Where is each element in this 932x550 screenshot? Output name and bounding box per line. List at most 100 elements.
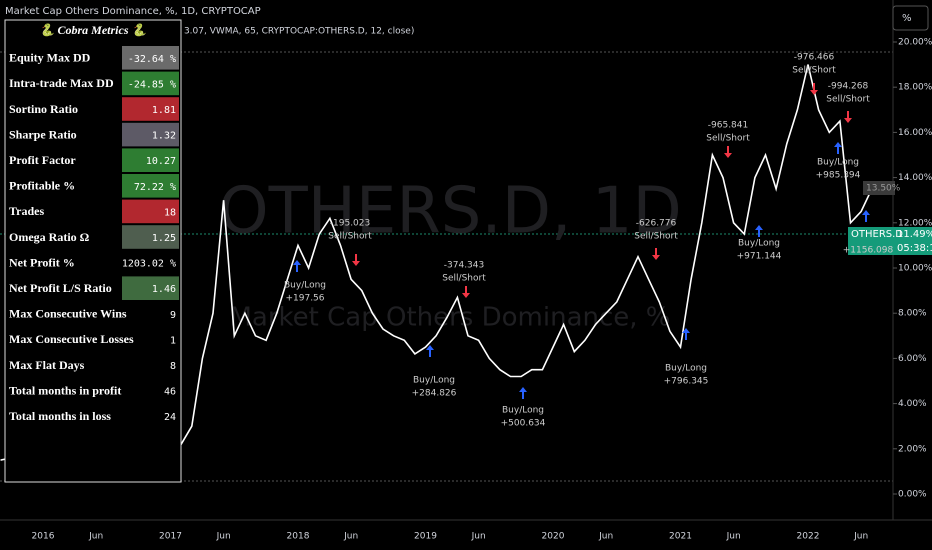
trade-label: Buy/Long — [738, 239, 780, 249]
y-tick-label: 18.00% — [898, 83, 932, 93]
trade-arrow — [426, 345, 434, 357]
trade-arrow — [834, 142, 842, 154]
trade-label: Buy/Long — [502, 406, 544, 416]
metric-label: Profitable % — [9, 179, 75, 193]
metric-value: -32.64 % — [128, 54, 176, 65]
metric-value: 1.32 — [152, 131, 176, 142]
y-tick-label: 10.00% — [898, 264, 932, 274]
y-tick-label: 0.00% — [898, 490, 927, 500]
metric-label: Net Profit L/S Ratio — [9, 281, 112, 295]
x-tick-label: 2021 — [669, 532, 692, 542]
trade-arrow — [682, 328, 690, 340]
trade-label: Sell/Short — [634, 232, 678, 242]
metric-label: Max Consecutive Losses — [9, 332, 134, 346]
metric-label: Intra-trade Max DD — [9, 76, 114, 90]
price-value: 11.49% — [897, 229, 932, 240]
metric-cell — [122, 276, 179, 300]
metric-cell — [122, 174, 179, 198]
y-tick-label: 14.00% — [898, 173, 932, 183]
price-symbol: OTHERS.D — [851, 229, 903, 240]
metric-value: 1.25 — [152, 233, 176, 244]
table-title: 🐍 Cobra Metrics 🐍 — [40, 23, 149, 37]
chart-title: Market Cap Others Dominance, %, 1D, CRYP… — [5, 6, 261, 17]
trade-label: -965.841 — [708, 121, 748, 131]
x-tick-label: 2017 — [159, 532, 182, 542]
x-tick-label: 2016 — [32, 532, 55, 542]
y-tick-label: 16.00% — [898, 128, 932, 138]
metric-label: Trades — [9, 204, 44, 218]
metric-label: Profit Factor — [9, 153, 76, 167]
scale-button-label[interactable]: % — [902, 13, 912, 24]
trade-label: Sell/Short — [706, 134, 750, 144]
trade-arrow — [293, 260, 301, 272]
table-frame — [4, 19, 182, 483]
trade-arrow — [652, 248, 660, 260]
metric-cell — [122, 97, 179, 121]
x-tick-label: 2020 — [542, 532, 565, 542]
metric-value: 72.22 % — [134, 182, 176, 193]
metric-value: 10.27 — [146, 156, 176, 167]
trade-label: Buy/Long — [413, 376, 455, 386]
metric-label: Omega Ratio Ω — [9, 230, 90, 244]
trade-arrow — [352, 254, 360, 266]
metric-value: 1.81 — [152, 105, 176, 116]
level-tag — [863, 181, 895, 195]
metric-value: 18 — [164, 207, 176, 218]
metric-label: Max Flat Days — [9, 358, 85, 372]
trade-label: Buy/Long — [817, 158, 859, 168]
trade-arrow — [844, 111, 852, 123]
watermark-name: Market Cap Others Dominance, % — [229, 303, 670, 333]
metric-label: Sortino Ratio — [9, 102, 78, 116]
x-tick-label: Jun — [853, 532, 868, 542]
trade-label: +985.394 — [816, 171, 861, 181]
trade-label: +796.345 — [664, 377, 709, 387]
metric-cell — [122, 225, 179, 249]
trade-label: -626.776 — [636, 219, 677, 229]
x-tick-label: Jun — [471, 532, 486, 542]
x-tick-label: 2019 — [414, 532, 437, 542]
metric-value: 8 — [170, 361, 176, 372]
y-tick-label: 12.00% — [898, 218, 932, 228]
watermark-symbol: OTHERS.D, 1D — [218, 175, 681, 249]
metric-value: 9 — [170, 310, 176, 321]
metric-cell — [122, 199, 179, 224]
metric-value: 1 — [170, 335, 176, 346]
trade-label: Sell/Short — [442, 274, 486, 284]
metric-label: Sharpe Ratio — [9, 127, 77, 141]
y-tick-label: 4.00% — [898, 399, 927, 409]
trade-label: +500.634 — [501, 419, 546, 429]
x-tick-label: Jun — [343, 532, 358, 542]
trade-label: +1156.098 — [843, 246, 894, 256]
metric-value: 1203.02 % — [122, 259, 176, 270]
price-tag — [848, 227, 932, 255]
trade-arrow — [755, 225, 763, 237]
y-tick-label: 8.00% — [898, 309, 927, 319]
metric-cell — [122, 71, 179, 96]
trade-arrow — [724, 146, 732, 158]
trade-arrow — [810, 83, 818, 95]
x-tick-label: Jun — [598, 532, 613, 542]
trade-label: Sell/Short — [792, 66, 836, 76]
trade-label: -374.343 — [444, 261, 484, 271]
metric-cell — [122, 148, 179, 172]
trade-label: -994.268 — [828, 82, 869, 92]
y-tick-label: 6.00% — [898, 354, 927, 364]
trade-label: -195.023 — [330, 219, 370, 229]
x-tick-label: Jun — [216, 532, 231, 542]
scale-button[interactable] — [892, 5, 929, 31]
metric-label: Equity Max DD — [9, 51, 91, 65]
metric-cell — [122, 122, 179, 147]
trade-arrow — [462, 286, 470, 298]
y-tick-label: 20.00% — [898, 38, 932, 48]
x-tick-label: Jun — [726, 532, 741, 542]
metric-label: Max Consecutive Wins — [9, 307, 127, 321]
x-tick-label: 2018 — [287, 532, 310, 542]
y-tick-label: 2.00% — [898, 444, 927, 454]
metric-label: Total months in loss — [9, 409, 111, 423]
metric-value: -24.85 % — [128, 79, 176, 90]
trade-label: -976.466 — [794, 53, 835, 63]
level-label: 13.50% — [866, 184, 901, 194]
trade-label: Buy/Long — [284, 281, 326, 291]
